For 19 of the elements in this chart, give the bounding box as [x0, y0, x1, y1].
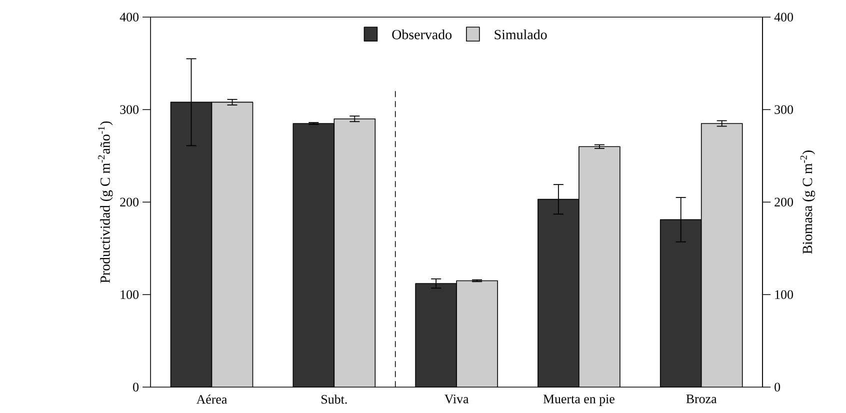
x-tick-label: Subt.	[322, 394, 347, 404]
legend-label: Simulado	[494, 29, 547, 40]
y2-tick-label: 200	[774, 198, 794, 206]
x-tick-label: Muerta en pie	[543, 394, 614, 406]
legend-label: Observado	[392, 29, 452, 40]
x-tick-label: Viva	[444, 394, 469, 404]
y2-tick-label: 0	[774, 382, 780, 392]
x-tick-label: Aérea	[196, 394, 228, 404]
x-tick-label: Broza	[686, 394, 717, 404]
y-tick-label: 400	[120, 12, 139, 22]
y2-tick-label: 100	[775, 290, 794, 299]
y-tick-label: 0	[133, 382, 139, 392]
y2-tick-label: 300	[774, 105, 794, 114]
y-tick-label: 100	[120, 290, 139, 299]
y-tick-label: 200	[120, 198, 139, 206]
y2-tick-label: 400	[774, 12, 794, 22]
y2-axis-title: Biomasa (g C m$^{-2}$)	[800, 150, 816, 254]
y-axis-title: Productividad (g C m$^{-2}$año$^{-1}$)	[98, 121, 113, 283]
y-tick-label: 300	[120, 105, 139, 114]
